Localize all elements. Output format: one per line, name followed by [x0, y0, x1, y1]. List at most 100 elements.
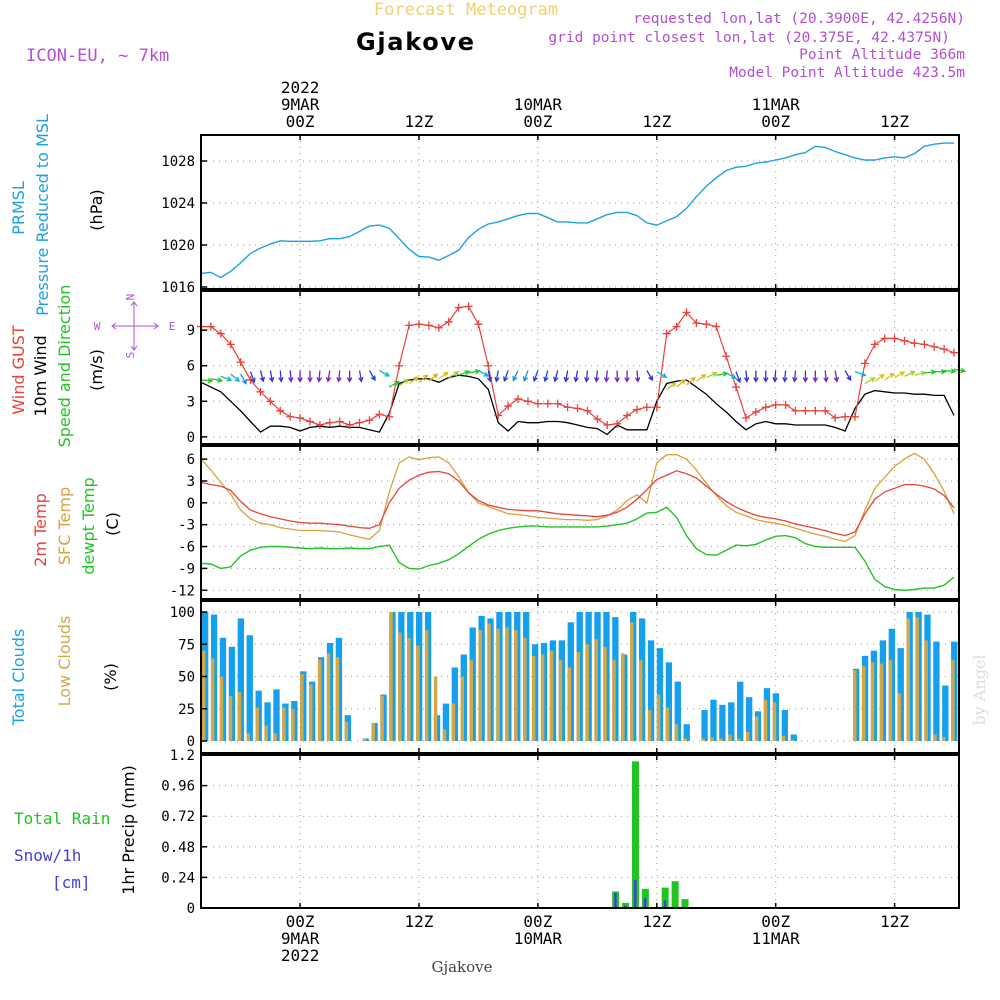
time-label-top: 12Z [642, 112, 671, 131]
wind-arrow [428, 373, 439, 382]
wind-arrow [782, 370, 788, 383]
gust-marker [355, 418, 364, 427]
low-cloud-bar [888, 659, 893, 741]
low-cloud-bar [273, 733, 277, 741]
low-cloud-bar [897, 693, 902, 741]
total-cloud-bar [665, 662, 673, 741]
low-cloud-bar [523, 637, 527, 741]
low-cloud-bar [210, 658, 215, 741]
y-tick-label: -9 [178, 561, 195, 577]
snow-bar [633, 879, 637, 908]
low-cloud-bar [362, 738, 366, 741]
model-label: ICON-EU, ~ 7km [26, 46, 169, 66]
temp-unit: (C) [103, 512, 122, 536]
footer-location: Gjakove [431, 958, 492, 976]
time-label-bottom: 2022 [281, 946, 320, 965]
wind-arrow [686, 376, 696, 386]
wind-arrow [325, 370, 332, 383]
y-tick-label: 1016 [161, 280, 195, 296]
wind-arrow [398, 378, 410, 387]
pressure-frame [200, 134, 960, 290]
wind-arrow [503, 370, 509, 383]
gust-marker [950, 348, 959, 357]
wind-arrow [543, 370, 549, 383]
gust-marker [791, 406, 800, 415]
rain-bar [681, 899, 689, 908]
temp-2m-line [200, 470, 955, 537]
y-tick-label: 1024 [161, 196, 195, 212]
gust-marker [940, 345, 949, 354]
wind-arrow [297, 370, 303, 383]
wind-arrow [646, 370, 654, 382]
snow-label: Snow/1h [14, 846, 81, 865]
low-cloud-bar [487, 623, 491, 741]
wind-arrow [735, 371, 742, 384]
low-cloud-bar [915, 617, 919, 741]
gust-marker [900, 336, 909, 345]
low-cloud-bar [416, 645, 420, 741]
total-cloud-bar [442, 703, 450, 741]
wind-arrow [725, 372, 737, 380]
low-cloud-bar [469, 659, 474, 741]
low-cloud-bar [852, 670, 857, 741]
wind-arrow [512, 370, 519, 382]
wind-arrow [634, 370, 641, 383]
low-cloud-bar [612, 659, 616, 741]
low-cloud-bar [246, 733, 251, 741]
gust-marker [682, 308, 691, 317]
y-tick-label: 0 [187, 496, 195, 512]
time-label-bottom: 00Z [761, 912, 790, 931]
gust-marker [672, 322, 681, 331]
model-altitude: Model Point Altitude 423.5m [729, 65, 965, 81]
gust-marker [632, 405, 641, 414]
wind-arrow [924, 369, 937, 375]
wind-arrow [438, 371, 449, 380]
gust-marker [514, 394, 523, 403]
time-label-bottom: 00Z [523, 912, 552, 931]
gust-marker [484, 361, 493, 370]
low-cloud-bar [549, 650, 554, 741]
low-cloud-bar [647, 710, 652, 741]
wind-arrow [772, 370, 778, 383]
time-label-bottom: 12Z [642, 912, 671, 931]
gust-marker [613, 419, 622, 428]
wind-arrow [532, 370, 539, 383]
total-clouds-label: Total Clouds [9, 629, 28, 727]
location-title: Gjakove [356, 28, 474, 56]
low-cloud-bar [540, 654, 545, 741]
pressure-label-2: Pressure Reduced to MSL [33, 114, 52, 316]
low-cloud-bar [621, 653, 625, 741]
y-tick-label: 0.96 [161, 779, 195, 795]
y-tick-label: 0.72 [161, 809, 195, 825]
time-label-top: 00Z [761, 112, 790, 131]
low-cloud-bar [576, 651, 581, 741]
gust-marker [345, 421, 354, 430]
y-tick-label: 0.24 [161, 870, 195, 886]
time-label-bottom: 10MAR [514, 929, 563, 948]
wind-arrow [894, 371, 906, 379]
wind-arrow [249, 371, 256, 384]
low-cloud-bar [924, 640, 928, 741]
low-cloud-bar [594, 639, 598, 741]
gust-marker [751, 407, 760, 416]
compass-w: W [94, 320, 101, 333]
total-cloud-bar [719, 704, 726, 741]
clouds-unit: (%) [101, 663, 120, 691]
total-cloud-bar [674, 681, 681, 741]
gust-marker [603, 421, 612, 430]
gust-marker [593, 415, 602, 424]
wind-arrow [379, 369, 391, 377]
wind-arrow [874, 374, 885, 382]
low-cloud-bar [424, 630, 429, 741]
rain-bar [661, 887, 669, 908]
gust-marker [385, 412, 394, 421]
total-cloud-bar [246, 635, 253, 741]
gust-marker [315, 421, 324, 430]
low-cloud-bar [906, 618, 910, 741]
wind-arrow [904, 370, 916, 377]
gust-marker [543, 399, 552, 408]
gust-marker [494, 411, 503, 420]
wind-arrow [486, 370, 493, 383]
low-cloud-bar [861, 666, 866, 741]
